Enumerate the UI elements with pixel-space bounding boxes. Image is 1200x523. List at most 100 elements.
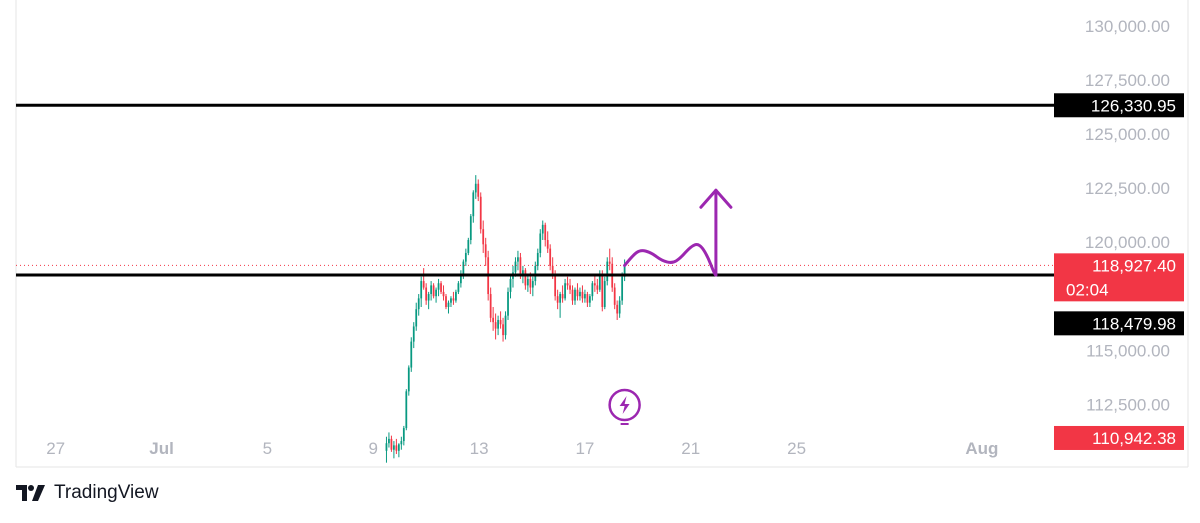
resistance-price-tag — [1054, 93, 1184, 118]
candle-body — [393, 445, 395, 450]
candle-body — [593, 283, 596, 286]
candle-body — [621, 276, 624, 301]
candle-body — [492, 317, 495, 323]
event-marker[interactable] — [608, 388, 641, 425]
candle-body — [464, 252, 467, 262]
candle-body — [613, 287, 616, 305]
candle-body — [388, 438, 390, 444]
candle-body — [415, 309, 418, 327]
candle-body — [395, 445, 398, 451]
time-tick-label: 27 — [46, 439, 65, 458]
candle-body — [551, 265, 554, 275]
current-price-label: 118,927.40 — [1092, 256, 1176, 275]
candle-body — [576, 289, 579, 297]
price-axis[interactable]: 130,000.00 127,500.00 125,000.00 122,500.00… — [1085, 17, 1170, 414]
support-price-label: 118,479.98 — [1092, 314, 1176, 333]
candle-body — [499, 319, 502, 325]
price-tick-label: 120,000.00 — [1085, 233, 1170, 252]
candle-body — [571, 289, 574, 301]
candle-body — [514, 261, 517, 273]
price-tick-label: 130,000.00 — [1085, 17, 1170, 36]
resistance-price-label: 126,330.95 — [1091, 96, 1176, 115]
candle-body — [581, 291, 584, 299]
candle-body — [474, 183, 477, 193]
candle-body — [522, 270, 524, 275]
brand-name: TradingView — [54, 482, 159, 503]
time-tick-label: Jul — [149, 439, 174, 458]
candle-body — [586, 294, 589, 303]
candle-body — [417, 298, 420, 310]
candle-body — [561, 294, 564, 299]
candle-body — [623, 265, 626, 277]
projection-drawing[interactable] — [623, 188, 733, 277]
candle-body — [603, 281, 606, 308]
lightning-bolt-icon — [619, 396, 630, 414]
candle-body — [529, 278, 532, 288]
candle-body — [457, 283, 460, 292]
time-tick-label: 5 — [263, 439, 272, 458]
candle-body — [497, 319, 499, 329]
bar-countdown-label: 02:04 — [1066, 280, 1109, 299]
time-tick-label: 9 — [368, 439, 377, 458]
candle-body — [618, 300, 621, 314]
candle-body — [412, 326, 415, 342]
low-price-tag — [1054, 425, 1184, 450]
candle-body — [536, 252, 539, 266]
candle-body — [385, 443, 388, 451]
candle-body — [402, 428, 405, 442]
time-tick-label: Aug — [965, 439, 998, 458]
candle-body — [459, 274, 462, 284]
candle-body — [445, 296, 447, 308]
candle-body — [469, 216, 472, 240]
time-tick-label: 25 — [787, 439, 806, 458]
candle-body — [549, 248, 552, 266]
price-tags: 126,330.95 118,927.40 02:04 118,479.98 1… — [1054, 93, 1184, 450]
candle-body — [440, 283, 442, 292]
price-tick-label: 127,500.00 — [1085, 71, 1170, 90]
projection-path — [623, 242, 718, 277]
candle-body — [442, 291, 445, 297]
tradingview-logo-icon — [16, 485, 45, 501]
candle-body — [427, 294, 430, 301]
candle-body — [479, 196, 482, 230]
candle-body — [546, 239, 549, 249]
candle-body — [405, 391, 408, 429]
candle-body — [616, 304, 619, 314]
candle-body — [517, 257, 519, 262]
candle-body — [455, 291, 457, 301]
candle-body — [564, 283, 566, 299]
candle-body — [509, 278, 512, 292]
time-tick-label: 21 — [681, 439, 700, 458]
candle-body — [477, 183, 480, 197]
candle-body — [606, 261, 609, 282]
candle-body — [591, 283, 594, 297]
candle-body — [420, 281, 423, 299]
candle-body — [425, 287, 428, 301]
candle-body — [524, 270, 527, 286]
candle-body — [539, 233, 542, 253]
candle-body — [541, 224, 544, 234]
candle-body — [608, 261, 611, 264]
candle-body — [596, 285, 599, 290]
support-price-tag — [1054, 311, 1184, 336]
candle-body — [450, 298, 452, 303]
candle-body — [504, 315, 507, 336]
tradingview-branding[interactable]: TradingView — [16, 482, 159, 504]
candle-body — [554, 274, 557, 297]
time-tick-label: 17 — [575, 439, 594, 458]
candle-body — [559, 294, 562, 303]
candle-body — [544, 224, 547, 240]
candle-body — [410, 341, 413, 368]
price-tick-label: 125,000.00 — [1085, 125, 1170, 144]
candle-body — [482, 229, 485, 245]
candle-body — [422, 281, 425, 288]
time-axis[interactable]: 27 Jul 5 9 13 17 21 25 Aug — [46, 439, 998, 458]
low-price-label: 110,942.38 — [1092, 429, 1176, 448]
candle-body — [574, 289, 576, 301]
candle-body — [526, 278, 529, 286]
candle-body — [400, 441, 403, 445]
candle-body — [556, 296, 559, 303]
candle-body — [531, 281, 534, 288]
candle-body — [534, 265, 537, 282]
